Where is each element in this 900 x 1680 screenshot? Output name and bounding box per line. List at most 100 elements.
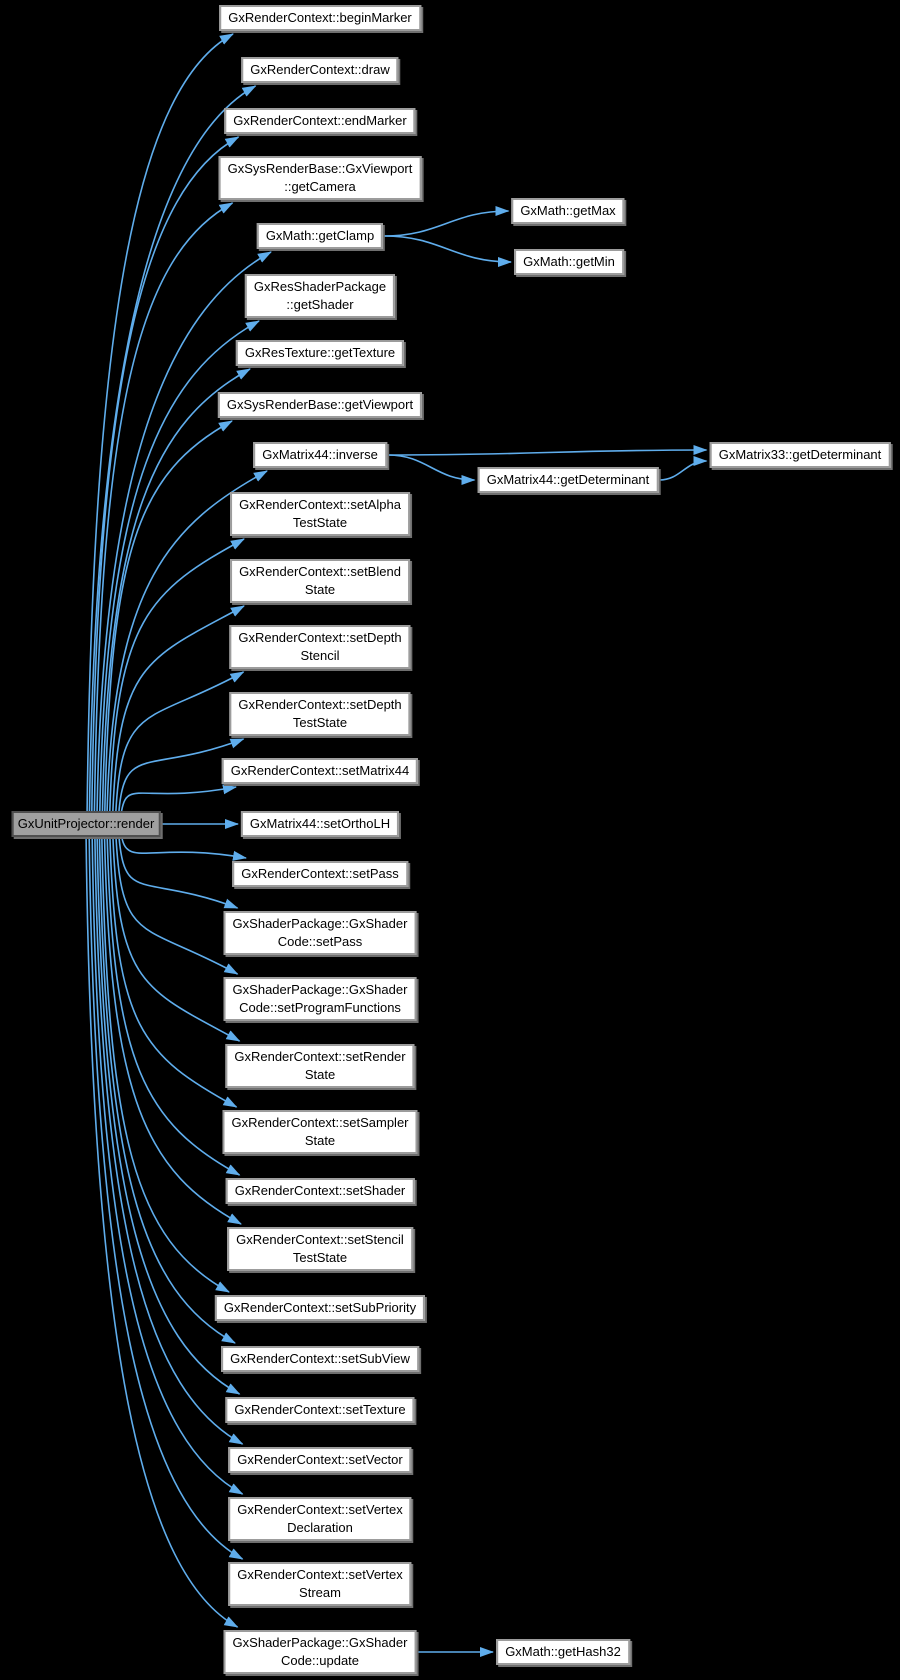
node-getTexture[interactable]: GxResTexture::getTexture	[235, 340, 405, 366]
edge-render-setBlendState	[112, 605, 245, 812]
node-label-line: GxRenderContext::setDepth	[238, 697, 402, 712]
node-label-line: GxRenderContext::setShader	[234, 1183, 406, 1198]
node-setOrthoLH[interactable]: GxMatrix44::setOrthoLH	[240, 811, 400, 837]
node-shaderSetPass[interactable]: GxShaderPackage::GxShader Code::setPass	[223, 911, 417, 955]
node-label-line: GxMatrix33::getDeterminant	[718, 447, 882, 462]
node-label-line: GxRenderContext::setRender	[234, 1049, 406, 1064]
node-label-line: State	[304, 1133, 336, 1148]
edge-inverse-m44det	[387, 454, 476, 485]
node-label-line: GxRenderContext::beginMarker	[228, 10, 412, 25]
node-label-line: Declaration	[287, 1520, 353, 1535]
node-label-line: GxRenderContext::setVector	[237, 1452, 403, 1467]
node-setSubView[interactable]: GxRenderContext::setSubView	[221, 1346, 419, 1372]
node-label-line: GxRenderContext::setSampler	[231, 1115, 409, 1130]
edge-getClamp-getMax	[383, 206, 510, 237]
node-getMax[interactable]: GxMath::getMax	[511, 198, 625, 224]
node-setVector[interactable]: GxRenderContext::setVector	[228, 1447, 412, 1473]
node-label-line: GxRenderContext::setPass	[241, 866, 399, 881]
node-label-line: TestState	[292, 1250, 348, 1265]
edge-render-setAlphaTestState	[109, 538, 245, 812]
edge-render-endMarker	[91, 136, 240, 812]
node-label-line: State	[304, 582, 336, 597]
node-inverse[interactable]: GxMatrix44::inverse	[253, 442, 387, 468]
edge-getClamp-getMin	[383, 235, 512, 267]
edge-m44det-m33det	[659, 456, 708, 481]
node-setMatrix44[interactable]: GxRenderContext::setMatrix44	[221, 758, 419, 784]
edge-render-beginMarker	[86, 33, 234, 812]
node-m33det[interactable]: GxMatrix33::getDeterminant	[709, 442, 891, 468]
edge-render-setRenderState	[112, 836, 241, 1042]
node-setVertexStream[interactable]: GxRenderContext::setVertex Stream	[228, 1562, 412, 1606]
edge-render-getCamera	[93, 202, 234, 812]
node-getViewport[interactable]: GxSysRenderBase::getViewport	[217, 392, 423, 418]
edge-render-setDepthTestState	[118, 738, 245, 812]
node-label-line: Code::setPass	[277, 934, 363, 949]
node-label-line: GxRenderContext::endMarker	[233, 113, 407, 128]
node-label-line: Code::update	[280, 1653, 360, 1668]
node-hash32[interactable]: GxMath::getHash32	[496, 1639, 630, 1665]
edge-render-draw	[88, 85, 257, 812]
node-setSubPriority[interactable]: GxRenderContext::setSubPriority	[214, 1295, 426, 1321]
node-m44det[interactable]: GxMatrix44::getDeterminant	[477, 467, 659, 493]
node-getClamp[interactable]: GxMath::getClamp	[256, 223, 384, 249]
node-label-line: GxShaderPackage::GxShader	[232, 1635, 408, 1650]
node-label-line: GxResTexture::getTexture	[244, 345, 396, 360]
node-label-line: GxRenderContext::setDepth	[238, 630, 402, 645]
node-setProgramFunctions[interactable]: GxShaderPackage::GxShader Code::setProgra…	[223, 977, 417, 1021]
edge-render-setSubPriority	[101, 836, 230, 1293]
node-label-line: GxRenderContext::setBlend	[239, 564, 401, 579]
node-label-line: ::getCamera	[284, 179, 356, 194]
node-setAlphaTestState[interactable]: GxRenderContext::setAlpha TestState	[230, 492, 410, 536]
node-getCamera[interactable]: GxSysRenderBase::GxViewport::getCamera	[218, 156, 422, 200]
edge-render-setMatrix44	[120, 784, 237, 812]
node-render[interactable]: GxUnitProjector::render	[11, 811, 161, 837]
node-label-line: GxRenderContext::setSubPriority	[223, 1300, 417, 1315]
edge-render-setDepthStencil	[115, 671, 245, 812]
node-endMarker[interactable]: GxRenderContext::endMarker	[224, 108, 416, 134]
edge-render-setStencilTestState	[103, 836, 242, 1225]
node-label-line: GxMath::getMax	[520, 203, 616, 218]
edge-render-setPass	[120, 836, 247, 861]
node-getMin[interactable]: GxMath::getMin	[514, 249, 624, 275]
edge-render-setProgramFunctions	[115, 836, 239, 975]
node-label-line: Stencil	[300, 648, 340, 663]
node-label-line: GxUnitProjector::render	[17, 816, 155, 831]
edge-render-setVertexDeclaration	[91, 836, 244, 1495]
node-label-line: GxMatrix44::setOrthoLH	[249, 816, 391, 831]
edge-render-getClamp	[96, 251, 272, 812]
node-draw[interactable]: GxRenderContext::draw	[241, 57, 399, 83]
node-label-line: Code::setProgramFunctions	[239, 1000, 401, 1015]
node-setDepthTestState[interactable]: GxRenderContext::setDepth TestState	[229, 692, 411, 736]
node-setShader[interactable]: GxRenderContext::setShader	[225, 1178, 415, 1204]
node-setTexture[interactable]: GxRenderContext::setTexture	[225, 1397, 415, 1423]
node-label-line: GxRenderContext::setVertex	[237, 1502, 403, 1517]
edge-render-setSubView	[98, 836, 236, 1344]
node-label-line: GxRenderContext::draw	[250, 62, 390, 77]
node-setPass[interactable]: GxRenderContext::setPass	[232, 861, 408, 887]
node-label-line: State	[304, 1067, 336, 1082]
node-label-line: GxMatrix44::getDeterminant	[486, 472, 650, 487]
node-label-line: GxMath::getHash32	[505, 1644, 621, 1659]
node-label-line: GxRenderContext::setAlpha	[239, 497, 401, 512]
edge-render-getTexture	[101, 368, 251, 812]
node-label-line: GxResShaderPackage	[253, 279, 387, 294]
edge-render-setShader	[106, 836, 241, 1176]
node-label-line: GxRenderContext::setTexture	[234, 1402, 406, 1417]
node-beginMarker[interactable]: GxRenderContext::beginMarker	[219, 5, 421, 31]
node-label-line: GxRenderContext::setStencil	[236, 1232, 404, 1247]
edge-render-setSamplerState	[109, 836, 238, 1108]
node-label-line: GxRenderContext::setMatrix44	[230, 763, 410, 778]
edge-render-getViewport	[104, 420, 233, 812]
node-getShader[interactable]: GxResShaderPackage::getShader	[244, 274, 396, 318]
edge-render-setVector	[94, 836, 244, 1445]
node-label-line: GxMath::getClamp	[265, 228, 375, 243]
